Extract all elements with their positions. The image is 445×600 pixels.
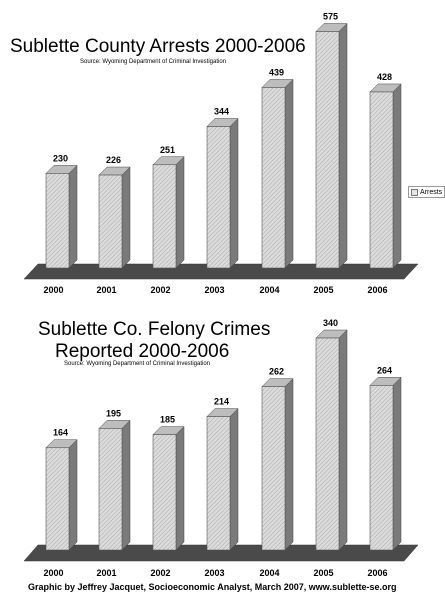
chart-source: Source: Wyoming Department of Criminal I… [80, 59, 227, 65]
bar-side [121, 166, 131, 269]
x-tick-2005: 2005 [313, 285, 333, 295]
chart-source: Source: Wyoming Department of Criminal I… [64, 361, 211, 367]
bar-2001 [98, 428, 123, 551]
bar-side [68, 439, 78, 551]
x-tick-2003: 2003 [204, 568, 224, 578]
bar-2004 [261, 87, 286, 269]
legend-label: Arrests [420, 189, 443, 196]
value-label-2005: 340 [323, 318, 338, 328]
x-tick-2005: 2005 [313, 568, 333, 578]
bar-side [284, 78, 294, 269]
bar-side [68, 164, 78, 269]
value-label-2003: 344 [214, 107, 229, 117]
bar-side [229, 407, 239, 551]
credit-line: Graphic by Jeffrey Jacquet, Socioeconomi… [28, 582, 397, 592]
value-label-2002: 185 [160, 415, 175, 425]
bar-2006 [369, 385, 394, 551]
arrests-plot: 230 2000 226 2001 251 2002 344 2003 439 2004 575 20… [23, 12, 419, 295]
value-label-2003: 214 [214, 397, 229, 407]
value-label-2004: 439 [269, 67, 284, 77]
value-label-2002: 251 [160, 145, 175, 155]
bar-2002 [152, 164, 177, 269]
value-label-2005: 575 [323, 12, 338, 22]
bar-2003 [206, 416, 231, 551]
bar-2001 [98, 174, 123, 269]
value-label-2000: 230 [53, 153, 68, 163]
bar-side [392, 376, 402, 551]
bar-side [175, 426, 185, 551]
x-tick-2006: 2006 [367, 285, 387, 295]
x-tick-2002: 2002 [150, 285, 170, 295]
legend-swatch [411, 188, 418, 196]
x-tick-2006: 2006 [367, 568, 387, 578]
value-label-2004: 262 [269, 367, 284, 377]
value-label-2006: 264 [377, 365, 392, 375]
chart-title: Sublette County Arrests 2000-2006 [10, 36, 306, 57]
bar-2002 [152, 434, 177, 551]
value-label-2001: 226 [106, 155, 121, 165]
bar-2000 [45, 173, 70, 269]
bar-2005 [315, 31, 340, 269]
bar-side [229, 117, 239, 269]
bar-side [338, 22, 348, 269]
felony-chart: Sublette Co. Felony Crimes Reported 2000… [0, 305, 445, 578]
bar-side [121, 419, 131, 551]
bar-2003 [206, 126, 231, 269]
bar-2004 [261, 386, 286, 551]
arrests-chart: Sublette County Arrests 2000-2006 Source… [10, 12, 445, 295]
value-label-2006: 428 [377, 72, 392, 82]
felony-plot: 164 2000 195 2001 185 2002 214 2003 262 2004 340 20… [23, 318, 419, 578]
chart-title-line-2: Reported 2000-2006 [55, 341, 230, 362]
x-tick-2004: 2004 [259, 285, 279, 295]
chart-title-line-1: Sublette Co. Felony Crimes [38, 319, 271, 340]
value-label-2000: 164 [53, 428, 68, 438]
chart-legend: Arrests [408, 186, 445, 198]
x-tick-2000: 2000 [43, 285, 63, 295]
bar-side [175, 156, 185, 269]
bar-side [338, 329, 348, 551]
bar-2000 [45, 447, 70, 551]
x-tick-2002: 2002 [150, 568, 170, 578]
bar-side [392, 83, 402, 269]
x-tick-2003: 2003 [204, 285, 224, 295]
bar-2006 [369, 91, 394, 269]
x-tick-2000: 2000 [43, 568, 63, 578]
x-tick-2001: 2001 [96, 285, 116, 295]
x-tick-2001: 2001 [96, 568, 116, 578]
value-label-2001: 195 [106, 408, 121, 418]
x-tick-2004: 2004 [259, 568, 279, 578]
bar-2005 [315, 337, 340, 551]
bar-side [284, 378, 294, 551]
